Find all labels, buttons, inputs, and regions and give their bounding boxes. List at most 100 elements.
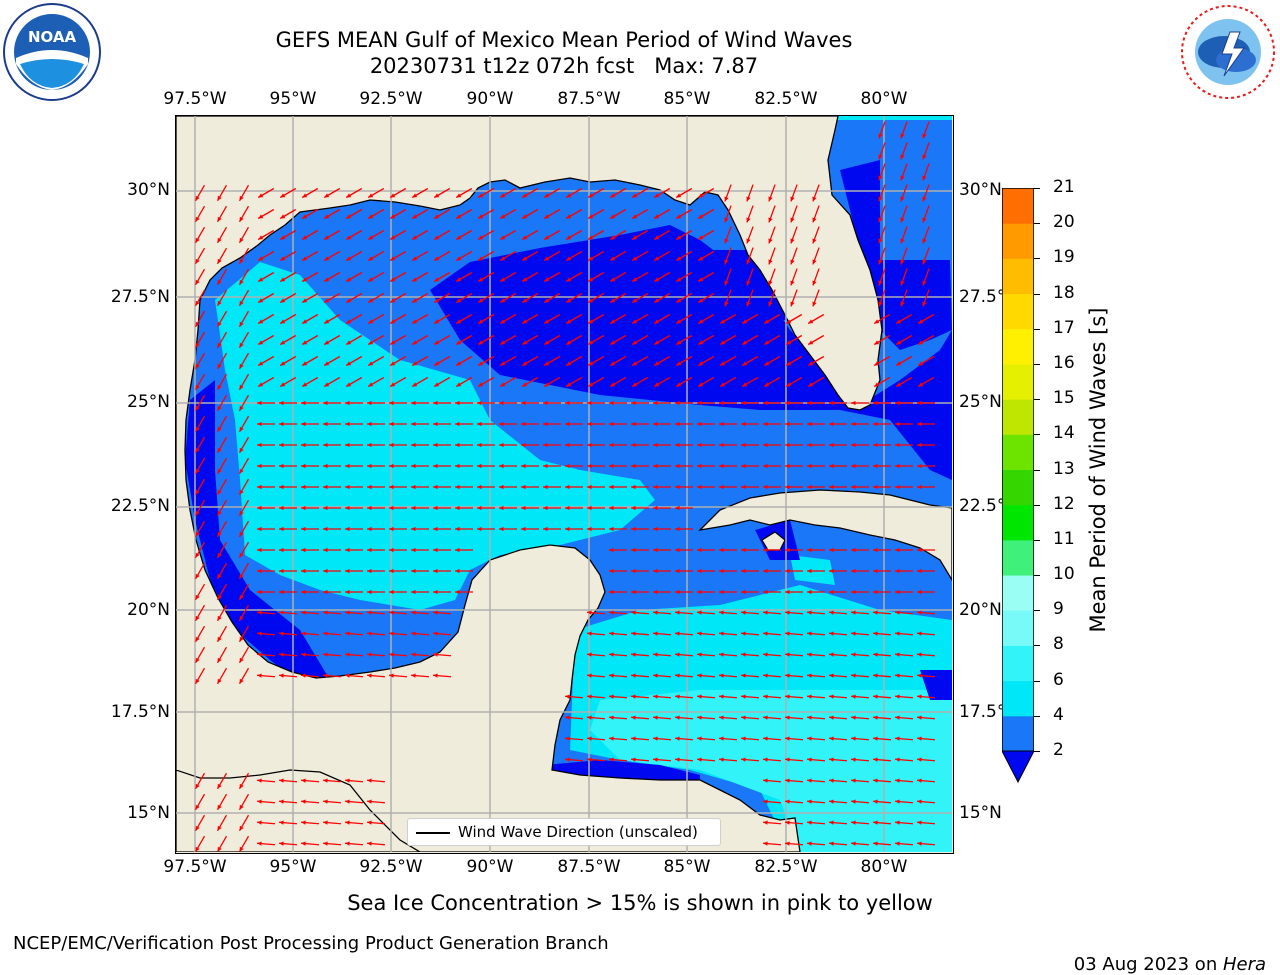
wind-wave-arrowhead — [301, 484, 306, 490]
wind-wave-arrowhead — [676, 214, 682, 219]
wind-wave-arrowhead — [632, 256, 638, 261]
wind-wave-arrowhead — [653, 736, 658, 741]
wind-wave-arrowhead — [895, 589, 900, 595]
colorbar-tick — [1034, 223, 1040, 225]
wind-wave-arrowhead — [895, 631, 900, 636]
wind-wave-arrowhead — [367, 631, 372, 636]
wind-wave-arrowhead — [217, 447, 222, 453]
wind-wave-arrowhead — [785, 715, 790, 720]
wind-wave-arrowhead — [697, 694, 702, 699]
colorbar-segment — [1002, 610, 1034, 646]
wind-wave-arrowhead — [239, 678, 244, 684]
wind-wave-arrowhead — [239, 825, 244, 831]
colorbar-tick — [1034, 751, 1040, 752]
chart-title-line2: 20230731 t12z 072h fcst Max: 7.87 — [369, 54, 759, 78]
wind-wave-arrowhead — [895, 694, 900, 699]
wind-wave-arrowhead — [302, 298, 308, 303]
wind-wave-arrowhead — [411, 631, 416, 636]
wind-wave-arrowhead — [697, 673, 702, 678]
wind-wave-arrowhead — [609, 736, 614, 741]
wind-wave-arrowhead — [676, 193, 682, 198]
wind-wave-arrowhead — [368, 277, 374, 282]
wind-wave-arrowhead — [654, 319, 660, 324]
colorbar-tick — [1034, 434, 1040, 436]
wind-wave-arrowhead — [697, 736, 702, 741]
wind-wave-arrowhead — [195, 615, 200, 621]
wind-wave-arrowhead — [807, 589, 812, 595]
wind-wave-arrowhead — [785, 589, 790, 595]
wind-wave-arrowhead — [768, 301, 773, 307]
colorbar — [1001, 187, 1035, 784]
wind-wave-arrowhead — [478, 193, 484, 198]
wind-wave-arrowhead — [258, 298, 264, 303]
wind-wave-arrowhead — [588, 277, 594, 282]
wind-wave-arrowhead — [610, 256, 616, 261]
wind-wave-arrowhead — [724, 238, 729, 244]
wind-wave-arrowhead — [587, 715, 592, 720]
wind-wave-arrowhead — [279, 841, 284, 846]
wind-wave-arrowhead — [632, 277, 638, 282]
wind-wave-arrowhead — [345, 484, 350, 490]
lon-tick-top: 85°W — [663, 89, 711, 109]
map-legend: Wind Wave Direction (unscaled) — [407, 818, 721, 846]
wind-wave-arrowhead — [279, 463, 284, 469]
wind-wave-arrowhead — [609, 400, 614, 406]
wind-wave-arrowhead — [345, 505, 350, 511]
wind-wave-arrowhead — [566, 361, 572, 366]
colorbar-svg — [1001, 187, 1035, 784]
sea-layer-4-6-west — [215, 262, 655, 610]
wind-wave-arrowhead — [195, 279, 200, 285]
wind-wave-arrowhead — [917, 442, 922, 448]
wind-wave-arrowhead — [609, 694, 614, 699]
sea-under-2-westcoast — [185, 380, 330, 690]
wind-wave-arrowhead — [807, 442, 812, 448]
wind-wave-arrowhead — [367, 442, 372, 448]
colorbar-segment — [1002, 645, 1034, 682]
wind-wave-arrowhead — [324, 193, 330, 198]
wind-wave-arrowhead — [522, 382, 528, 387]
wind-wave-arrowhead — [588, 361, 594, 366]
wind-wave-arrowhead — [367, 400, 372, 406]
wind-wave-arrowhead — [922, 196, 927, 202]
wind-wave-arrowhead — [785, 610, 790, 615]
wind-wave-arrowhead — [390, 256, 396, 261]
wind-wave-arrowhead — [785, 484, 790, 490]
wind-wave-arrowhead — [873, 610, 878, 615]
wind-wave-arrowhead — [873, 589, 878, 595]
wind-wave-arrowhead — [195, 300, 200, 306]
wind-wave-arrowhead — [895, 442, 900, 448]
wind-wave-arrowhead — [741, 652, 746, 657]
wind-wave-arrowhead — [367, 568, 372, 574]
wind-wave-arrowhead — [812, 280, 817, 286]
wind-wave-arrowhead — [807, 778, 812, 783]
wind-wave-arrowhead — [808, 361, 814, 366]
wind-wave-arrowhead — [654, 298, 660, 303]
wind-wave-arrowhead — [741, 400, 746, 406]
wind-wave-arrowhead — [477, 526, 482, 532]
wind-wave-arrowhead — [653, 526, 658, 532]
wind-wave-arrowhead — [851, 442, 856, 448]
wind-wave-arrowhead — [741, 463, 746, 469]
wind-wave-arrowhead — [345, 673, 350, 678]
wind-wave-arrowhead — [720, 361, 726, 366]
wind-wave-arrowhead — [746, 280, 751, 286]
colorbar-tick — [1034, 293, 1040, 295]
wind-wave-arrowhead — [895, 799, 900, 804]
wind-wave-arrowhead — [851, 589, 856, 595]
wind-wave-arrowhead — [675, 715, 680, 720]
wind-wave-arrowhead — [411, 568, 416, 574]
wind-wave-arrowhead — [346, 319, 352, 324]
wind-wave-arrowhead — [543, 484, 548, 490]
colorbar-segment — [1002, 680, 1034, 717]
wind-wave-arrowhead — [829, 610, 834, 615]
wind-wave-arrowhead — [829, 820, 834, 825]
wind-wave-arrowhead — [654, 214, 660, 219]
wind-wave-arrowhead — [521, 484, 526, 490]
wind-wave-arrowhead — [895, 841, 900, 846]
wind-wave-arrowhead — [456, 235, 462, 240]
colorbar-tick-label: 13 — [1053, 458, 1075, 479]
wind-wave-arrowhead — [763, 589, 768, 595]
wind-wave-arrowhead — [301, 463, 306, 469]
lon-tick-top: 87.5°W — [557, 89, 621, 109]
wind-wave-arrowhead — [746, 217, 751, 223]
